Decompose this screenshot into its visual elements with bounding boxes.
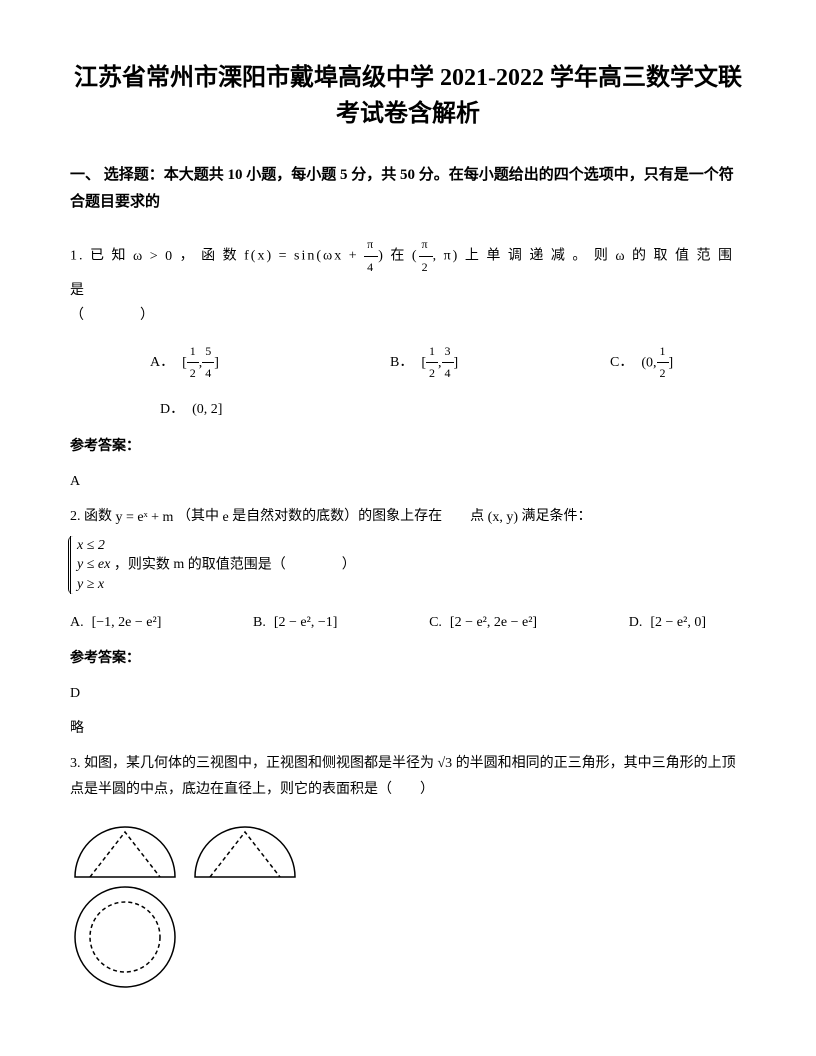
- q1-formula-fx: f(x) = sin(ωx + π4): [244, 234, 385, 278]
- q1-text: 在: [390, 248, 406, 263]
- q1-answer-header: 参考答案：: [70, 434, 746, 459]
- q2-text: 是自然对数的底数）的图象上存在 点: [232, 509, 484, 524]
- question-1: 1. 已 知 ω > 0 ， 函 数 f(x) = sin(ωx + π4) 在…: [70, 234, 746, 494]
- q2-option-a-value: [−1, 2e − e²]: [92, 610, 162, 635]
- q2-option-a-label: A.: [70, 610, 84, 635]
- side-view-icon: [190, 817, 300, 882]
- q1-interval: (π2, π): [412, 234, 459, 278]
- q2-point: (x, y): [488, 505, 518, 530]
- q2-note: 略: [70, 716, 746, 741]
- q2-option-d-label: D.: [629, 610, 643, 635]
- q1-text: ， 函 数: [180, 248, 239, 263]
- q3-text: 如图，某几何体的三视图中，正视图和侧视图都是半径为: [84, 756, 434, 771]
- q1-option-c-value: (0,12]: [641, 341, 673, 385]
- front-view-icon: [70, 817, 180, 882]
- q2-text: 的取值范围是（ ）: [188, 557, 356, 572]
- section-header: 一、 选择题：本大题共 10 小题，每小题 5 分，共 50 分。在每小题给出的…: [70, 162, 746, 216]
- q2-option-b-value: [2 − e², −1]: [274, 610, 338, 635]
- q2-var-m: m: [173, 552, 184, 577]
- q1-option-d-value: (0, 2]: [192, 397, 222, 422]
- q1-option-c-label: C．: [610, 350, 633, 375]
- q1-text: 已 知: [90, 248, 128, 263]
- q1-option-a-value: [12,54]: [182, 341, 219, 385]
- q1-var-omega: ω: [615, 244, 626, 269]
- question-3: 3. 如图，某几何体的三视图中，正视图和侧视图都是半径为 √3 的半圆和相同的正…: [70, 751, 746, 992]
- q2-option-d-value: [2 − e², 0]: [650, 610, 706, 635]
- q2-text: ，则实数: [114, 557, 170, 572]
- q2-number: 2.: [70, 509, 81, 524]
- q1-options-row1: A． [12,54] B． [12,34] C． (0,12]: [150, 341, 746, 385]
- q2-options: A. [−1, 2e − e²] B. [2 − e², −1] C. [2 −…: [70, 610, 746, 635]
- q2-answer-header: 参考答案：: [70, 646, 746, 671]
- q1-options-row2: D． (0, 2]: [160, 397, 746, 422]
- q2-text: 满足条件：: [522, 509, 592, 524]
- q2-var-e: e: [222, 505, 228, 530]
- q1-option-d-label: D．: [160, 397, 184, 422]
- q2-text: 函数: [84, 509, 112, 524]
- q2-answer: D: [70, 681, 746, 706]
- q1-text: 上 单 调 递 减 。 则: [465, 248, 610, 263]
- q1-number: 1.: [70, 248, 85, 263]
- q1-paren: （ ）: [70, 303, 746, 328]
- q2-option-b-label: B.: [253, 610, 266, 635]
- q2-option-c-value: [2 − e², 2e − e²]: [450, 610, 537, 635]
- q2-text: （其中: [177, 509, 219, 524]
- page-title: 江苏省常州市溧阳市戴埠高级中学 2021-2022 学年高三数学文联考试卷含解析: [70, 60, 746, 132]
- question-2: 2. 函数 y = eˣ + m （其中 e 是自然对数的底数）的图象上存在 点…: [70, 504, 746, 741]
- q1-option-b-label: B．: [390, 350, 413, 375]
- q3-figures: [70, 817, 746, 992]
- q2-option-c-label: C.: [429, 610, 442, 635]
- q3-sqrt3: √3: [438, 751, 453, 776]
- q1-answer: A: [70, 469, 746, 494]
- top-view-icon: [70, 882, 180, 992]
- q1-option-a-label: A．: [150, 350, 174, 375]
- q2-system: x ≤ 2 y ≤ ex y ≥ x: [70, 536, 110, 595]
- q2-formula-y: y = eˣ + m: [116, 505, 174, 530]
- q1-formula-omega-gt-0: ω > 0: [133, 244, 174, 269]
- q3-number: 3.: [70, 756, 81, 771]
- q1-option-b-value: [12,34]: [421, 341, 458, 385]
